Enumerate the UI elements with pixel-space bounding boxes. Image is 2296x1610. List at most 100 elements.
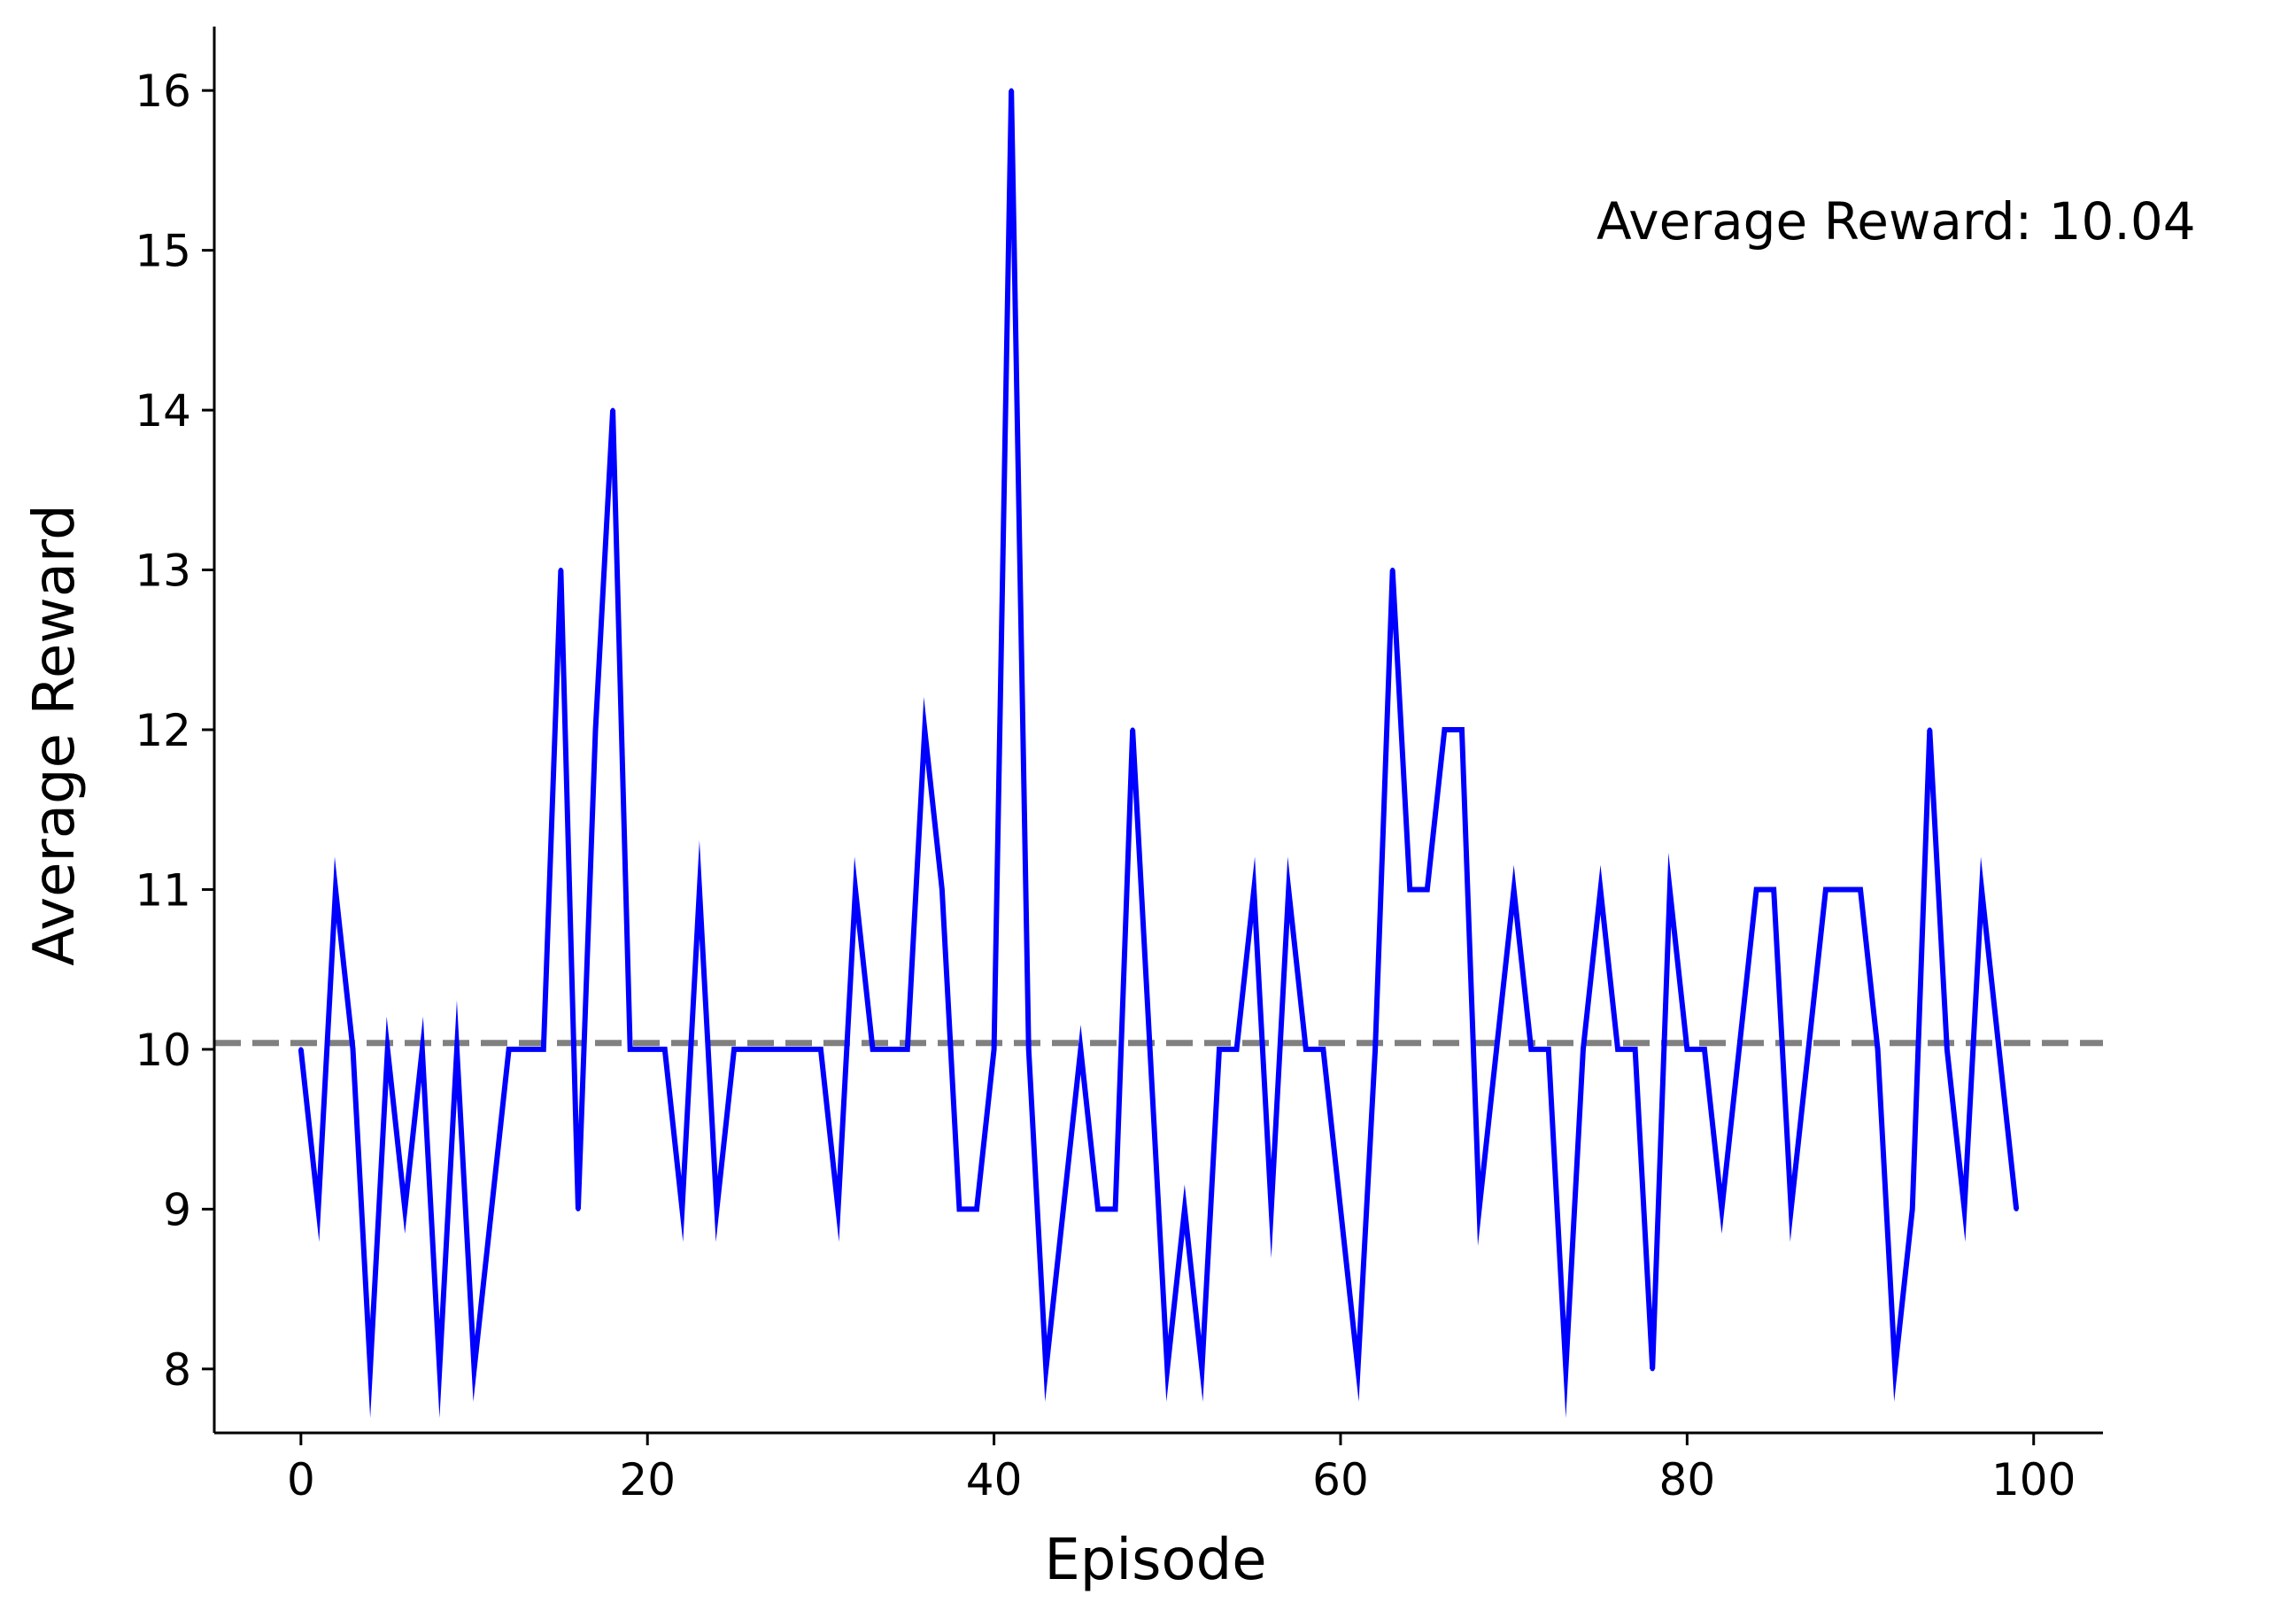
data-point — [1095, 1206, 1101, 1211]
data-point — [1961, 1206, 1967, 1211]
data-point — [1927, 727, 1932, 732]
data-point — [1286, 886, 1291, 892]
data-point — [749, 1047, 754, 1052]
data-point — [1043, 1366, 1048, 1372]
data-point — [1598, 886, 1604, 892]
data-point — [853, 886, 858, 892]
data-point — [1771, 886, 1776, 892]
data-point — [593, 727, 599, 732]
data-point — [541, 1047, 546, 1052]
data-point — [1320, 1047, 1326, 1052]
data-point — [1234, 1047, 1240, 1052]
data-point — [1182, 1206, 1187, 1211]
data-point — [523, 1047, 529, 1052]
data-point — [1650, 1366, 1655, 1372]
data-point — [1910, 1206, 1915, 1211]
data-point — [1407, 886, 1412, 892]
data-point — [1113, 1206, 1118, 1211]
data-point — [1528, 1047, 1534, 1052]
y-tick-label: 14 — [135, 385, 191, 437]
data-point — [454, 1047, 460, 1052]
data-point — [1546, 1047, 1551, 1052]
data-point — [1494, 1047, 1499, 1052]
data-point — [784, 1047, 789, 1052]
data-point — [922, 727, 927, 732]
data-point — [351, 1047, 356, 1052]
data-point — [939, 886, 945, 892]
data-point — [697, 886, 702, 892]
x-tick-label: 60 — [1312, 1454, 1369, 1506]
data-point — [385, 1047, 390, 1052]
data-point — [1667, 886, 1673, 892]
data-point — [437, 1366, 442, 1372]
data-point — [679, 1206, 684, 1211]
data-point — [576, 1206, 581, 1211]
data-point — [1823, 886, 1828, 892]
y-tick-label: 16 — [135, 66, 191, 117]
data-point — [628, 1047, 633, 1052]
data-point — [315, 1206, 321, 1211]
data-point — [1425, 886, 1430, 892]
data-point — [714, 1206, 719, 1211]
data-point — [1009, 88, 1014, 93]
data-point — [1805, 1047, 1811, 1052]
y-tick-label: 8 — [163, 1344, 191, 1396]
data-point — [1199, 1366, 1204, 1372]
data-point — [1563, 1366, 1568, 1372]
data-point — [1633, 1047, 1638, 1052]
data-point — [1442, 727, 1447, 732]
data-point — [1997, 1047, 2002, 1052]
data-point — [1581, 1047, 1586, 1052]
data-point — [662, 1047, 668, 1052]
data-point — [974, 1206, 979, 1211]
data-point — [367, 1366, 373, 1372]
series-line — [298, 90, 2020, 1419]
data-point — [731, 1047, 737, 1052]
y-tick-label: 15 — [135, 226, 191, 277]
data-point — [2014, 1206, 2019, 1211]
y-tick-label: 13 — [135, 546, 191, 597]
data-point — [402, 1206, 407, 1211]
data-point — [645, 1047, 650, 1052]
data-point — [558, 568, 563, 573]
data-point — [905, 1047, 910, 1052]
data-point — [956, 1206, 962, 1211]
data-point — [506, 1047, 512, 1052]
data-point — [992, 1047, 997, 1052]
data-point — [1338, 1206, 1343, 1211]
data-point — [1061, 1206, 1066, 1211]
data-point — [298, 1047, 304, 1052]
data-point — [1944, 1047, 1950, 1052]
data-point — [1875, 1047, 1881, 1052]
x-tick-label: 100 — [1991, 1454, 2076, 1506]
data-point — [1372, 1047, 1378, 1052]
data-point — [610, 407, 615, 413]
data-point — [1078, 1047, 1083, 1052]
data-point — [870, 1047, 876, 1052]
data-point — [1269, 1206, 1274, 1211]
data-point — [1702, 1047, 1707, 1052]
y-tick-label: 9 — [163, 1184, 191, 1235]
data-point — [1719, 1206, 1724, 1211]
ticks: 0 20 40 60 80 100 8 9 10 11 12 13 14 15 16 — [135, 66, 2076, 1506]
x-axis-label: Episode — [1044, 1528, 1266, 1593]
data-point — [1026, 1047, 1032, 1052]
data-point — [1303, 1047, 1309, 1052]
data-point — [800, 1047, 806, 1052]
data-point — [1477, 1206, 1482, 1211]
x-tick-label: 20 — [619, 1454, 676, 1506]
data-point — [1356, 1366, 1361, 1372]
data-point — [1390, 568, 1395, 573]
data-point — [1858, 886, 1863, 892]
x-tick-label: 40 — [966, 1454, 1023, 1506]
data-point — [1511, 886, 1517, 892]
data-point — [489, 1206, 494, 1211]
y-tick-label: 12 — [135, 705, 191, 756]
x-tick-label: 0 — [287, 1454, 315, 1506]
data-point — [1148, 1047, 1153, 1052]
average-reward-annotation: Average Reward: 10.04 — [1596, 191, 2196, 252]
series-layer — [298, 88, 2020, 1419]
data-point — [1130, 727, 1135, 732]
data-point — [818, 1047, 823, 1052]
data-point — [472, 1366, 477, 1372]
